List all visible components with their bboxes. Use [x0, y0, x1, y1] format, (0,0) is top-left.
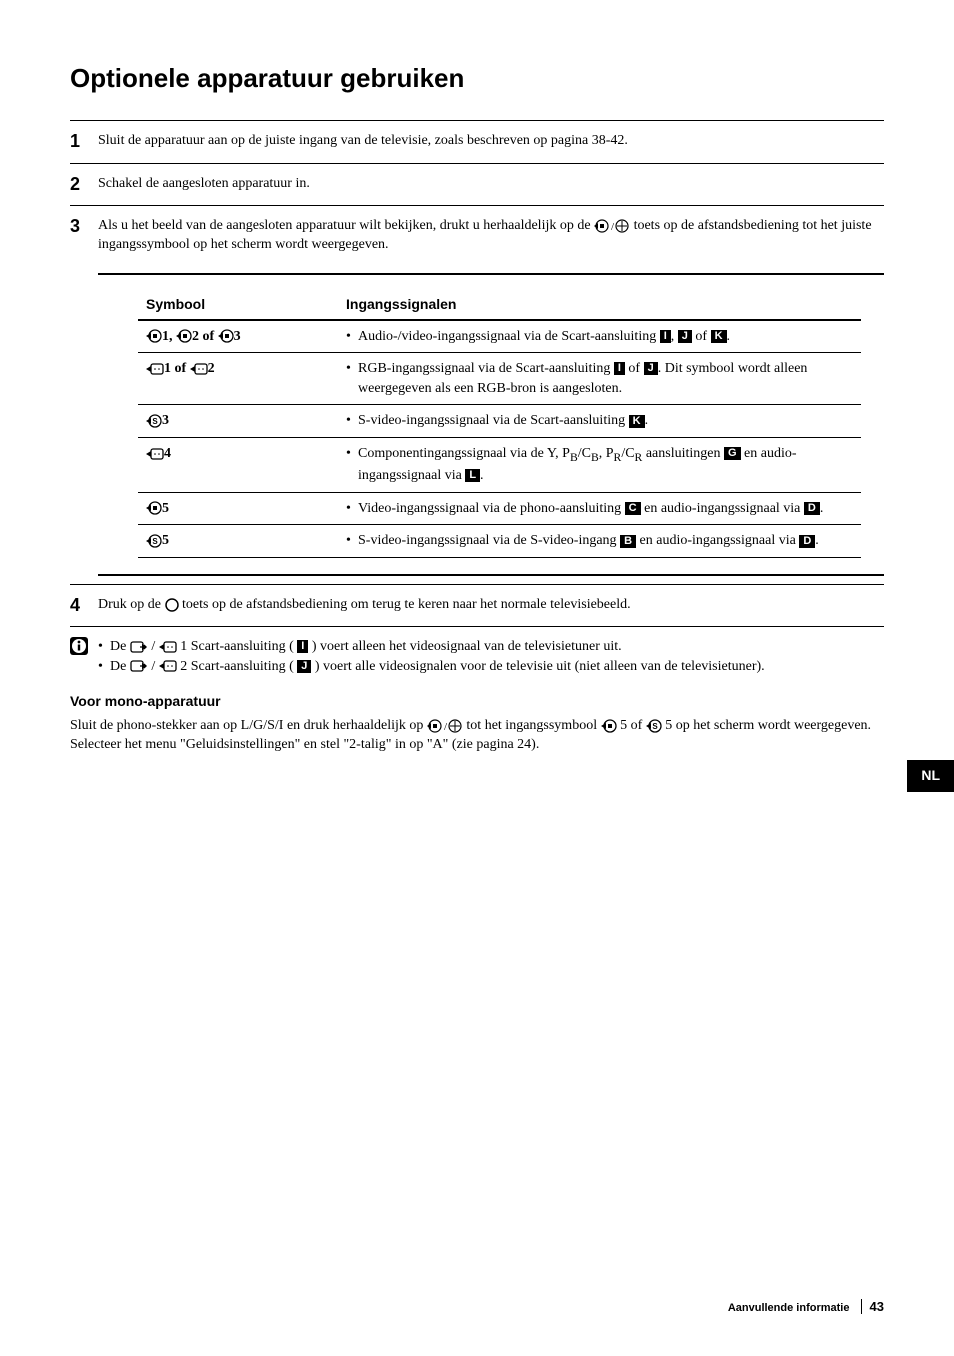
signal-cell: • S-video-ingangssignaal via de Scart-aa…	[338, 405, 861, 438]
out-icon	[130, 640, 148, 654]
signal-cell: • RGB-ingangssignaal via de Scart-aanslu…	[338, 353, 861, 405]
connector-letter: I	[660, 330, 671, 343]
text-part: Druk op de	[98, 597, 165, 612]
mono-heading: Voor mono-apparatuur	[70, 692, 884, 712]
input-select-icon	[427, 719, 463, 733]
step-text: Druk op de toets op de afstandsbediening…	[98, 593, 884, 618]
table-row: 1 of 2 • RGB-ingangssignaal via de Scart…	[138, 353, 861, 405]
step-number: 2	[70, 172, 98, 197]
signal-cell: • Componentingangssignaal via de Y, PB/C…	[338, 437, 861, 492]
rgb-in-icon	[159, 640, 177, 654]
signal-cell: • Audio-/video-ingangssignaal via de Sca…	[338, 320, 861, 353]
connector-letter: C	[625, 502, 641, 515]
step-text: Sluit de apparatuur aan op de juiste ing…	[98, 129, 884, 154]
page-footer: Aanvullende informatie 43	[728, 1298, 884, 1316]
step-number: 3	[70, 214, 98, 576]
table-row: 3 • S-video-ingangssignaal via de Scart-…	[138, 405, 861, 438]
rgb-in-icon	[159, 659, 177, 673]
step-number: 4	[70, 593, 98, 618]
connector-letter: K	[711, 330, 727, 343]
out-icon	[130, 659, 148, 673]
symbol-cell: 5	[138, 492, 338, 525]
signals-table: Symbool Ingangssignalen 1, 2 of 3 •	[138, 291, 861, 558]
av-in-icon	[176, 329, 192, 343]
connector-letter: I	[614, 362, 625, 375]
steps-list: 1 Sluit de apparatuur aan op de juiste i…	[70, 120, 884, 627]
table-row: 5 • Video-ingangssignaal via de phono-aa…	[138, 492, 861, 525]
svideo-in-icon	[146, 534, 162, 548]
svideo-in-icon	[646, 719, 662, 733]
mono-line-1: Sluit de phono-stekker aan op L/G/S/I en…	[70, 716, 884, 736]
rgb-in-icon	[146, 362, 164, 376]
connector-letter: G	[724, 447, 741, 460]
symbol-cell: 1, 2 of 3	[138, 320, 338, 353]
page-title: Optionele apparatuur gebruiken	[70, 60, 884, 96]
input-select-icon	[594, 219, 630, 233]
rgb-in-icon	[190, 362, 208, 376]
connector-letter: K	[629, 415, 645, 428]
tv-button-icon	[165, 598, 179, 612]
connector-letter: J	[297, 660, 311, 673]
symbol-cell: 4	[138, 437, 338, 492]
connector-letter: J	[644, 362, 658, 375]
av-in-icon	[146, 329, 162, 343]
signal-cell: • Video-ingangssignaal via de phono-aans…	[338, 492, 861, 525]
info-note: • De / 1 Scart-aansluiting ( I ) voert a…	[98, 637, 884, 657]
info-icon	[70, 637, 90, 657]
symbol-cell: 1 of 2	[138, 353, 338, 405]
connector-letter: L	[465, 469, 480, 482]
mono-line-2: Selecteer het menu "Geluidsinstellingen"…	[70, 735, 884, 755]
av-in-icon	[601, 719, 617, 733]
connector-letter: D	[799, 535, 815, 548]
step-3: 3 Als u het beeld van de aangesloten app…	[70, 205, 884, 584]
connector-letter: J	[678, 330, 692, 343]
text-part: toets op de afstandsbediening om terug t…	[182, 597, 631, 612]
table-row: 5 • S-video-ingangssignaal via de S-vide…	[138, 525, 861, 558]
step-4: 4 Druk op de toets op de afstandsbedieni…	[70, 584, 884, 627]
av-in-icon	[218, 329, 234, 343]
info-notes: • De / 1 Scart-aansluiting ( I ) voert a…	[70, 637, 884, 676]
table-row: 4 • Componentingangssignaal via de Y, PB…	[138, 437, 861, 492]
signal-cell: • S-video-ingangssignaal via de S-video-…	[338, 525, 861, 558]
svideo-in-icon	[146, 414, 162, 428]
col-symbol: Symbool	[138, 291, 338, 320]
rgb-in-icon	[146, 447, 164, 461]
language-tab: NL	[907, 760, 954, 792]
page-number: 43	[861, 1299, 884, 1314]
connector-letter: D	[804, 502, 820, 515]
step-2: 2 Schakel de aangesloten apparatuur in.	[70, 163, 884, 205]
table-row: 1, 2 of 3 • Audio-/video-ingangssignaal …	[138, 320, 861, 353]
symbol-cell: 5	[138, 525, 338, 558]
symbol-cell: 3	[138, 405, 338, 438]
connector-letter: I	[297, 640, 308, 653]
info-note: • De / 2 Scart-aansluiting ( J ) voert a…	[98, 657, 884, 677]
step-number: 1	[70, 129, 98, 154]
step-text: Schakel de aangesloten apparatuur in.	[98, 172, 884, 197]
col-signals: Ingangssignalen	[338, 291, 861, 320]
step-text: Als u het beeld van de aangesloten appar…	[98, 214, 884, 576]
text-part: Als u het beeld van de aangesloten appar…	[98, 218, 594, 233]
step-1: 1 Sluit de apparatuur aan op de juiste i…	[70, 120, 884, 162]
av-in-icon	[146, 501, 162, 515]
footer-section: Aanvullende informatie	[728, 1302, 850, 1314]
connector-letter: B	[620, 535, 636, 548]
